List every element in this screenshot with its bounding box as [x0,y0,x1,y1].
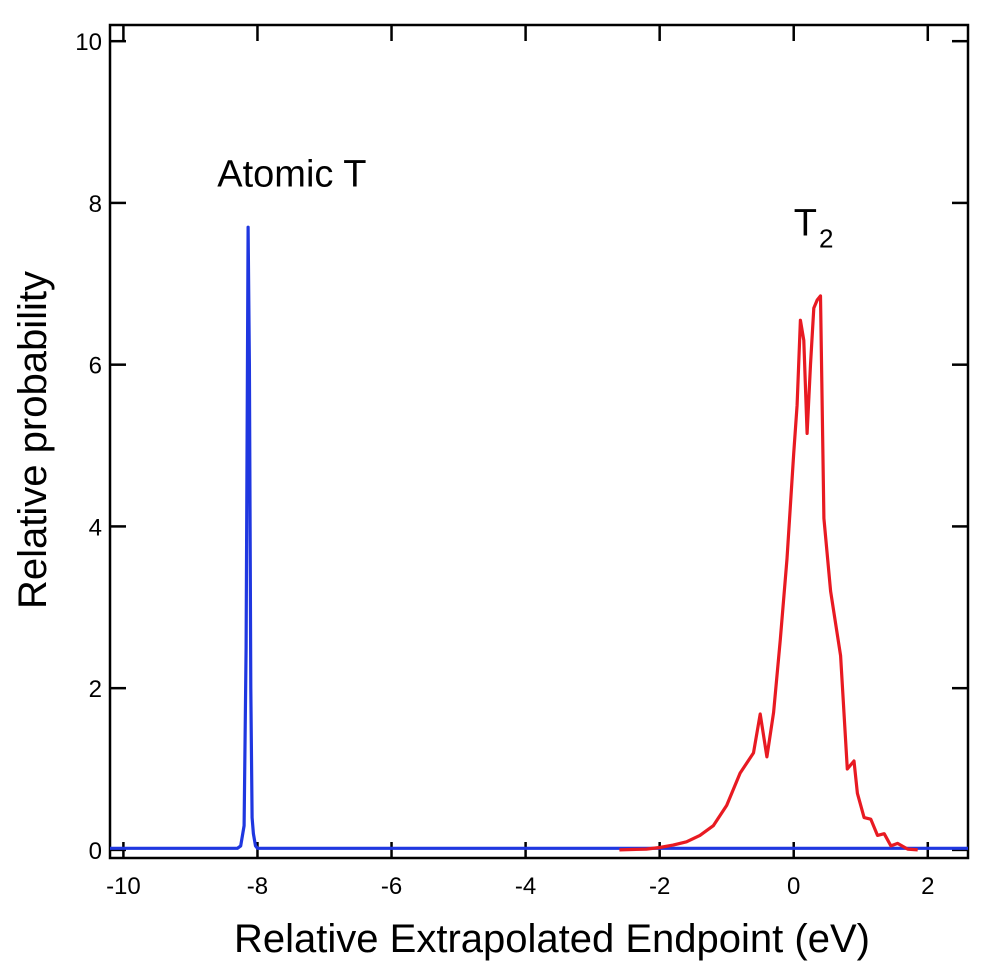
annotation-text: T [794,202,817,244]
y-tick-label: 8 [89,191,102,218]
x-tick-label: -2 [649,873,670,900]
series-line-2 [619,294,918,852]
series-group [110,225,968,852]
annotation-label: T2 [794,202,834,253]
x-axis-title: Relative Extrapolated Endpoint (eV) [234,917,870,961]
x-tick-label: -4 [515,873,536,900]
y-tick-label: 2 [89,676,102,703]
x-tick-label: -8 [247,873,268,900]
y-tick-label: 0 [89,838,102,865]
annotation-text: Atomic T [217,154,366,196]
plot-frame [108,23,970,860]
x-tick-label: 0 [787,873,800,900]
annotations: Atomic T T2 [217,154,833,254]
x-tick-label: -10 [106,873,141,900]
series-line-1 [110,225,968,850]
x-tick-label: -6 [381,873,402,900]
annotation-subscript: 2 [819,223,833,253]
y-axis-title: Relative probability [11,271,55,609]
y-tick-label: 4 [89,514,102,541]
x-axis-ticks: -10 -8 -6 -4 -2 0 2 [106,25,934,900]
y-tick-label: 10 [75,29,102,56]
x-tick-label: 2 [921,873,934,900]
annotation-label: Atomic T [217,154,366,196]
y-tick-label: 6 [89,353,102,380]
y-axis-ticks: 0 2 4 6 8 10 [75,29,968,865]
